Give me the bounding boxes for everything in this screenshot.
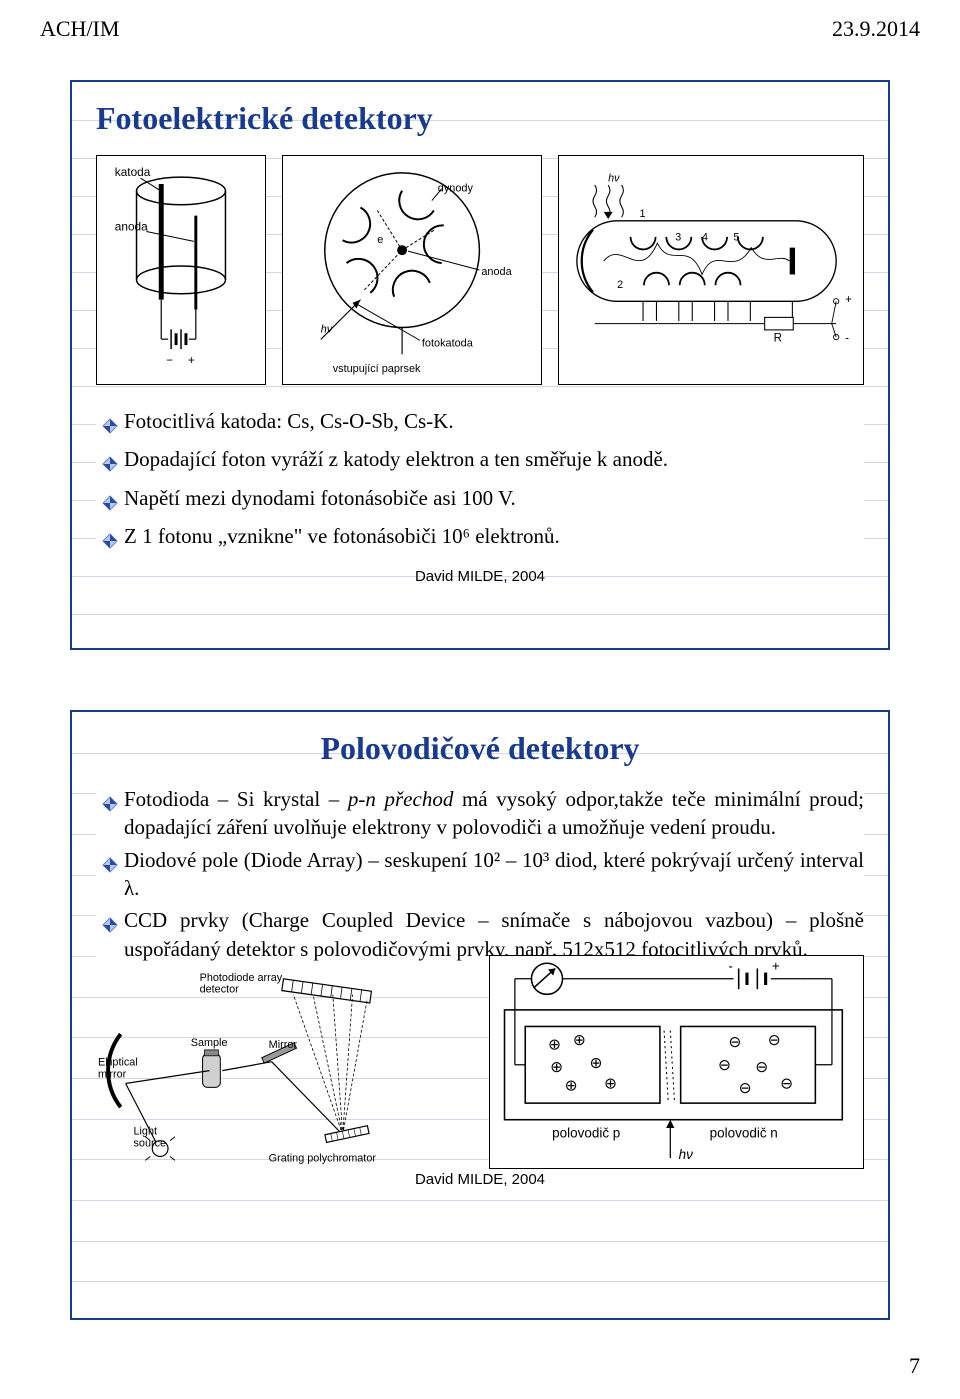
gridline: [72, 614, 888, 615]
fotonasobic-svg: e dynody anoda hν fotokatoda vstupující …: [283, 156, 541, 384]
svg-text:⊕: ⊕: [604, 1075, 617, 1092]
svg-text:+: +: [188, 353, 195, 367]
svg-text:Elliptical: Elliptical: [98, 1056, 138, 1068]
header-right: 23.9.2014: [832, 16, 920, 42]
diamond-bullet-icon: [102, 495, 118, 511]
page-header: ACH/IM 23.9.2014: [0, 0, 960, 50]
svg-text:.: .: [130, 1155, 133, 1164]
gridline: [72, 386, 888, 387]
slide2-diagrams: Photodiode array detector Elliptical mir…: [96, 969, 864, 1169]
svg-text:+: +: [845, 293, 852, 306]
slide-polovodicove: Polovodičové detektory Fotodioda – Si kr…: [70, 710, 890, 1320]
svg-text:⊕: ⊕: [548, 1036, 561, 1053]
gridline: [72, 1281, 888, 1282]
diamond-bullet-icon: [102, 857, 118, 873]
page-number: 7: [909, 1353, 920, 1379]
bullet-text: Fotodioda – Si krystal – p-n přechod má …: [124, 785, 864, 842]
diamond-bullet-icon: [102, 490, 124, 518]
svg-text:2: 2: [617, 279, 623, 291]
slide1-diagrams: − + katoda anoda: [96, 155, 864, 385]
svg-text:-: -: [728, 958, 733, 973]
svg-text:⊕: ⊕: [589, 1055, 602, 1072]
diodearray-svg: Photodiode array detector Elliptical mir…: [96, 967, 471, 1164]
svg-text:hν: hν: [679, 1147, 693, 1162]
bullet-item: Z 1 fotonu „vznikne" ve fotonásobiči 10⁶…: [102, 522, 864, 556]
diamond-bullet-icon: [102, 791, 124, 819]
svg-text:e: e: [377, 234, 383, 246]
slide2-footer: David MILDE, 2004: [96, 1171, 864, 1188]
svg-text:1: 1: [639, 208, 645, 220]
bullet-text: Z 1 fotonu „vznikne" ve fotonásobiči 10⁶…: [124, 522, 864, 550]
bullet-item: Fotodioda – Si krystal – p-n přechod má …: [102, 785, 864, 842]
svg-text:-: -: [845, 332, 849, 345]
svg-text:anoda: anoda: [481, 266, 512, 278]
svg-text:vstupující paprsek: vstupující paprsek: [333, 363, 421, 375]
diamond-bullet-icon: [102, 451, 124, 479]
bullet-item: Napětí mezi dynodami fotonásobiče asi 10…: [102, 484, 864, 518]
diagram-fototrubice: − + katoda anoda: [96, 155, 266, 385]
svg-text:R: R: [774, 332, 782, 345]
diagram-diode-array: Photodiode array detector Elliptical mir…: [96, 967, 471, 1169]
svg-text:hν: hν: [321, 323, 333, 335]
bullet-item: Fotocitlivá katoda: Cs, Cs-O-Sb, Cs-K.: [102, 407, 864, 441]
header-left: ACH/IM: [40, 16, 119, 42]
diamond-bullet-icon: [102, 418, 118, 434]
bullet-item: Diodové pole (Diode Array) – seskupení 1…: [102, 846, 864, 903]
svg-text:Sample: Sample: [191, 1037, 228, 1049]
svg-text:3: 3: [675, 231, 681, 243]
svg-text:Light: Light: [134, 1125, 158, 1137]
svg-text:⊕: ⊕: [573, 1032, 586, 1049]
svg-text:⊖: ⊖: [768, 1032, 781, 1049]
diamond-bullet-icon: [102, 528, 124, 556]
svg-text:fotokatoda: fotokatoda: [422, 337, 474, 349]
svg-text:⊖: ⊖: [739, 1080, 752, 1097]
slide1-footer: David MILDE, 2004: [96, 568, 864, 585]
diamond-bullet-icon: [102, 852, 124, 880]
diamond-bullet-icon: [102, 456, 118, 472]
bullet-text: Diodové pole (Diode Array) – seskupení 1…: [124, 846, 864, 903]
svg-text:Mirror: Mirror: [269, 1039, 298, 1051]
diamond-bullet-icon: [102, 796, 118, 812]
slide2-title: Polovodičové detektory: [96, 730, 864, 767]
slide1-bullets: Fotocitlivá katoda: Cs, Cs-O-Sb, Cs-K. D…: [96, 407, 864, 556]
svg-text:+: +: [772, 958, 780, 973]
svg-text:⊖: ⊖: [728, 1034, 741, 1051]
slide-fotoelektricke: Fotoelektrické detektory: [70, 80, 890, 650]
pn-svg: - + ⊕⊕ ⊕⊕ ⊕⊕ ⊖⊖ ⊖⊖: [490, 956, 863, 1163]
svg-text:source: source: [134, 1137, 167, 1149]
svg-text:⊖: ⊖: [755, 1059, 768, 1076]
svg-text:⊕: ⊕: [565, 1078, 578, 1095]
diamond-bullet-icon: [102, 917, 118, 933]
slide2-bullets: Fotodioda – Si krystal – p-n přechod má …: [96, 785, 864, 963]
svg-text:hν: hν: [608, 172, 620, 184]
svg-text:polovodič p: polovodič p: [552, 1125, 620, 1140]
gridline: [72, 1241, 888, 1242]
gridline: [72, 1200, 888, 1201]
svg-text:Grating polychromator: Grating polychromator: [269, 1152, 377, 1164]
svg-text:⊕: ⊕: [550, 1059, 563, 1076]
bullet-item: Dopadající foton vyráží z katody elektro…: [102, 445, 864, 479]
slide1-title: Fotoelektrické detektory: [96, 100, 864, 137]
diamond-bullet-icon: [102, 533, 118, 549]
diamond-bullet-icon: [102, 912, 124, 940]
svg-text:anoda: anoda: [115, 219, 148, 233]
svg-text:mirror: mirror: [98, 1068, 127, 1080]
diagram-pmt-tube: hν 1 2 3 4 5: [558, 155, 864, 385]
svg-text:−: −: [166, 353, 173, 367]
svg-text:⊖: ⊖: [718, 1057, 731, 1074]
bullet-text: Napětí mezi dynodami fotonásobiče asi 10…: [124, 484, 864, 512]
svg-text:dynody: dynody: [438, 183, 474, 195]
diamond-bullet-icon: [102, 413, 124, 441]
svg-text:detector: detector: [200, 983, 240, 995]
bullet-text: Fotocitlivá katoda: Cs, Cs-O-Sb, Cs-K.: [124, 407, 864, 435]
pmt-tube-svg: hν 1 2 3 4 5: [559, 156, 863, 384]
svg-text:Photodiode array: Photodiode array: [200, 972, 283, 984]
fototrubice-svg: − + katoda anoda: [97, 156, 265, 384]
diagram-fotonasobic: e dynody anoda hν fotokatoda vstupující …: [282, 155, 542, 385]
diagram-pn-junction: - + ⊕⊕ ⊕⊕ ⊕⊕ ⊖⊖ ⊖⊖: [489, 955, 864, 1169]
bullet-text: Dopadající foton vyráží z katody elektro…: [124, 445, 864, 473]
svg-text:katoda: katoda: [115, 165, 151, 179]
svg-text:polovodič n: polovodič n: [710, 1125, 778, 1140]
svg-text:⊖: ⊖: [780, 1075, 793, 1092]
